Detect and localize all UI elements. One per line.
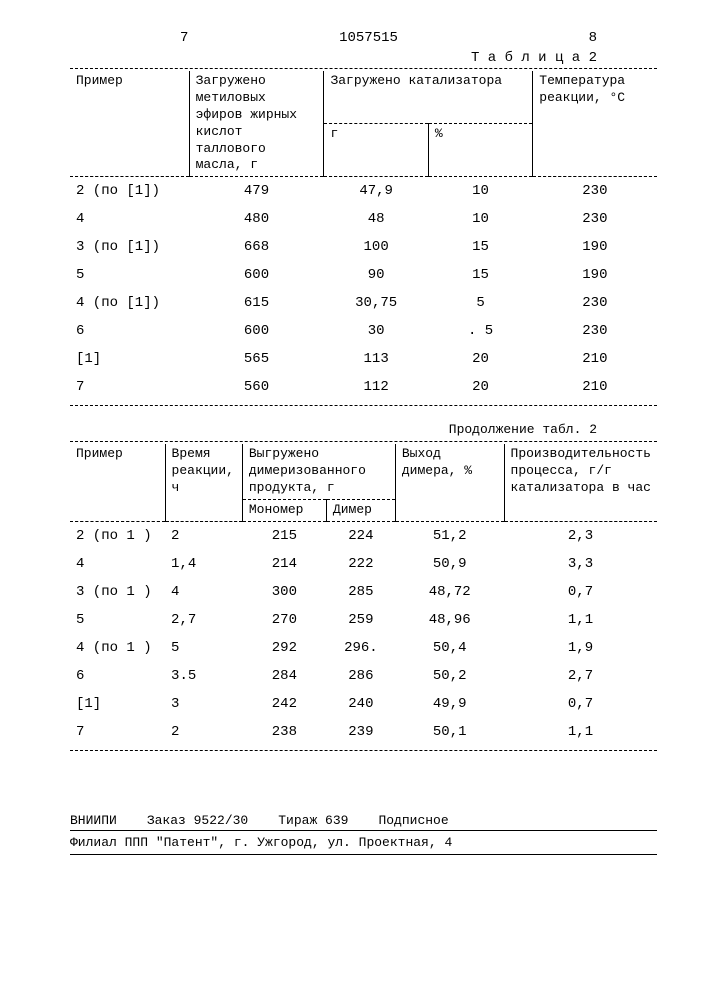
table2-bottom-rule: [70, 750, 657, 751]
table-row: 3 (по 1 )430028548,720,7: [70, 578, 657, 606]
table-row: 41,421422250,93,3: [70, 550, 657, 578]
page-header: 7 1057515 8: [70, 30, 657, 46]
t1-h-catalyst: Загружено катализатора: [324, 71, 533, 123]
table2: Пример Время реакции, ч Выгружено димери…: [70, 444, 657, 746]
patent-number: 1057515: [339, 30, 398, 46]
table-row: [1]324224049,90,7: [70, 690, 657, 718]
table-row: [1]56511320210: [70, 345, 657, 373]
table-row: 2 (по 1 )221522451,22,3: [70, 521, 657, 550]
table1-bottom-rule: [70, 405, 657, 406]
t1-h-temp: Температура реакции, °C: [533, 71, 657, 177]
table1-top-rule: [70, 68, 657, 69]
table-row: 7223823950,11,1: [70, 718, 657, 746]
footer-order: Заказ 9522/30: [147, 813, 248, 828]
table-row: 4 (по [1])61530,755230: [70, 289, 657, 317]
page-col-right: 8: [589, 30, 597, 46]
t2-h-yield: Выход димера, %: [395, 444, 504, 521]
footer-org: ВНИИПИ: [70, 813, 117, 828]
t2-h-product: Выгружено димеризованного продукта, г: [242, 444, 395, 499]
table-row: 63.528428650,22,7: [70, 662, 657, 690]
table-row: 2 (по [1])47947,910230: [70, 177, 657, 206]
t2-h-example: Пример: [70, 444, 165, 521]
footer-line1: ВНИИПИ Заказ 9522/30 Тираж 639 Подписное: [70, 811, 657, 831]
footer: ВНИИПИ Заказ 9522/30 Тираж 639 Подписное…: [70, 811, 657, 855]
table-row: 756011220210: [70, 373, 657, 401]
table-row: 56009015190: [70, 261, 657, 289]
table-row: 52,727025948,961,1: [70, 606, 657, 634]
table-row: 660030. 5230: [70, 317, 657, 345]
table-row: 3 (по [1])66810015190: [70, 233, 657, 261]
page-col-left: 7: [180, 30, 188, 46]
footer-sub: Подписное: [378, 813, 448, 828]
table2-top-rule: [70, 441, 657, 442]
t2-h-productivity: Производительность процесса, г/г катализ…: [504, 444, 657, 521]
table-row: 4 (по 1 )5292296.50,41,9: [70, 634, 657, 662]
table1: Пример Загружено метиловых эфиров жирных…: [70, 71, 657, 401]
table1-caption: Т а б л и ц а 2: [70, 50, 597, 66]
t1-body: 2 (по [1])47947,910230 44804810230 3 (по…: [70, 177, 657, 402]
t1-h-cat-pct: %: [428, 123, 532, 177]
footer-print: Тираж 639: [278, 813, 348, 828]
t1-h-loaded-esters: Загружено метиловых эфиров жирных кислот…: [189, 71, 324, 177]
t2-h-time: Время реакции, ч: [165, 444, 242, 521]
t2-h-monomer: Мономер: [242, 500, 326, 522]
table2-continuation: Продолжение табл. 2: [70, 422, 597, 437]
t1-h-cat-g: г: [324, 123, 428, 177]
footer-address: Филиал ППП "Патент", г. Ужгород, ул. Про…: [70, 831, 657, 855]
t2-h-dimer: Димер: [326, 500, 395, 522]
t1-h-example: Пример: [70, 71, 189, 177]
t2-body: 2 (по 1 )221522451,22,3 41,421422250,93,…: [70, 521, 657, 746]
table-row: 44804810230: [70, 205, 657, 233]
